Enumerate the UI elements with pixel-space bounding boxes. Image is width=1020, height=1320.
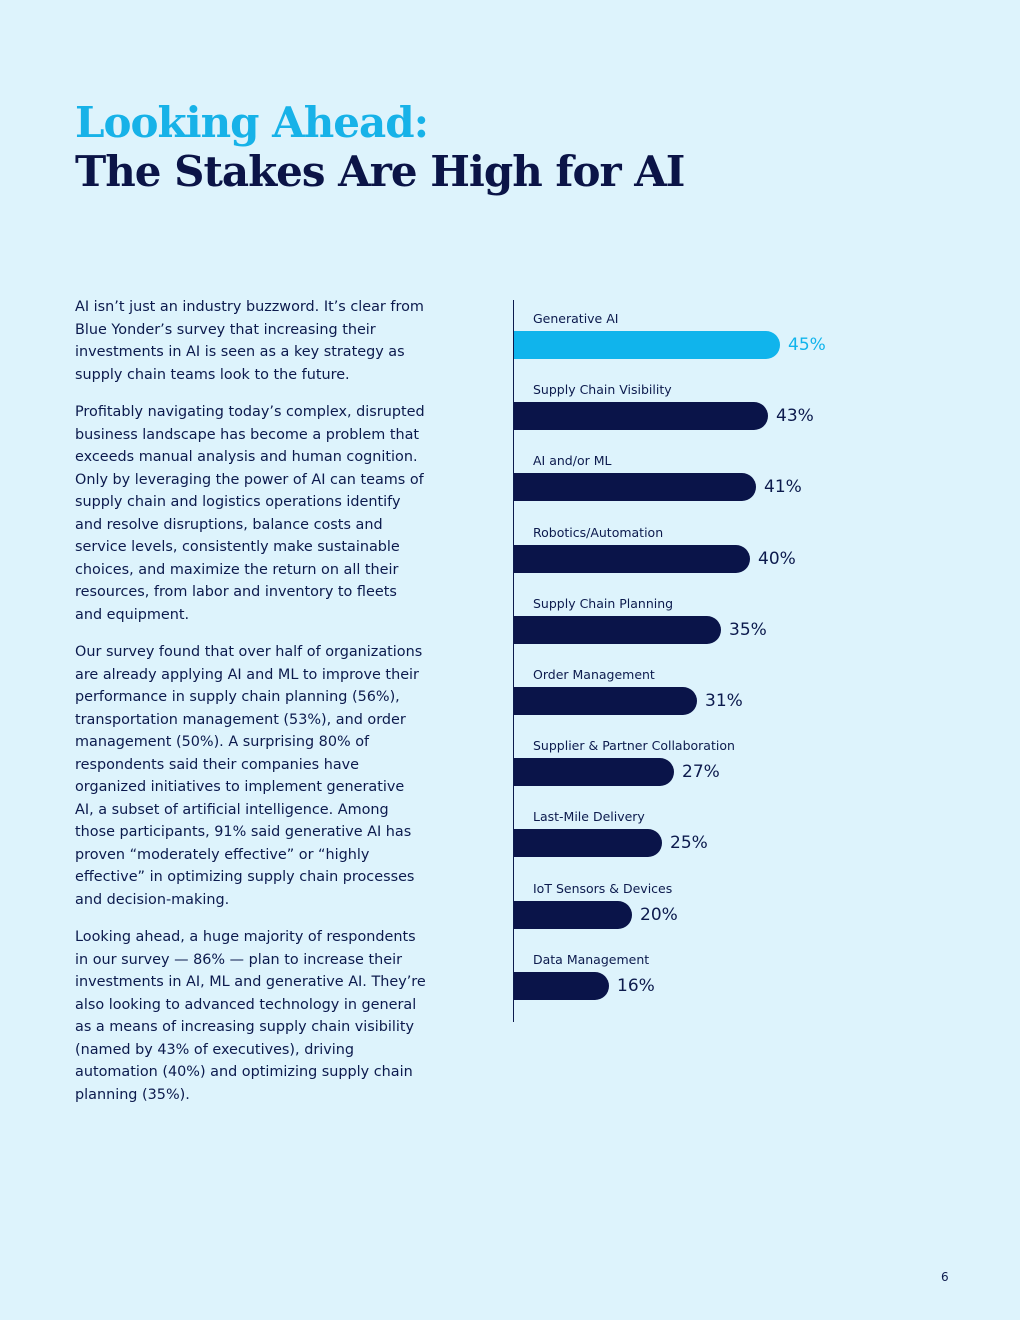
bar [514,402,768,431]
bar-chart: Generative AI 45% Supply Chain Visibility 4… [513,300,914,1022]
paragraph-1: AI isn’t just an industry buzzword. It’s… [75,299,424,383]
bar [514,900,632,929]
bar-value-label: 35% [729,619,767,640]
bar-row: Last-Mile Delivery 25% [514,798,914,864]
bar [514,544,750,573]
bar-category-label: Supplier & Partner Collaboration [533,738,735,754]
bar [514,615,721,644]
bar-category-label: AI and/or ML [533,453,612,469]
bar [514,971,609,1000]
bar-category-label: Robotics/Automation [533,524,664,540]
bar-row: Generative AI 45% [514,300,914,366]
title-line-1: Looking Ahead: [75,98,429,147]
page-number: 6 [941,1270,949,1284]
bar-value-label: 16% [617,975,655,996]
bar [514,331,780,359]
bar-category-label: Data Management [533,951,650,967]
bar-category-label: Supply Chain Planning [533,595,674,611]
bar-value-label: 25% [670,833,708,854]
bar-value-label: 41% [764,477,802,498]
bar-row: Order Management 31% [514,656,914,722]
paragraph-4: Looking ahead, a huge majority of respon… [75,929,426,1103]
bar-row: IoT Sensors & Devices 20% [514,870,914,936]
bar-value-label: 43% [776,406,814,427]
bar-value-label: 27% [682,762,720,783]
bar-row: Robotics/Automation 40% [514,514,914,580]
bar-value-label: 31% [705,691,743,711]
title-line-2: The Stakes Are High for AI [75,147,685,196]
bar-category-label: Last-Mile Delivery [533,809,645,825]
bar-value-label: 20% [640,904,678,925]
bar-row: Data Management 16% [514,941,914,1007]
bar [514,829,662,858]
bar-row: Supply Chain Visibility 43% [514,371,914,437]
paragraph-2: Profitably navigating today’s complex, d… [75,404,425,623]
paragraph-3: Our survey found that over half of organ… [75,644,423,908]
body-text: AI isn’t just an industry buzzword. It’s… [75,296,427,1121]
bar-category-label: Order Management [533,667,655,682]
bar [514,473,756,502]
bar-value-label: 40% [758,548,796,569]
bar-row: AI and/or ML 41% [514,442,914,508]
bar [514,758,674,787]
bar-category-label: Generative AI [533,311,619,326]
bar-category-label: Supply Chain Visibility [533,382,672,398]
bar-category-label: IoT Sensors & Devices [533,880,673,896]
bar-value-label: 45% [788,335,826,355]
bar-row: Supply Chain Planning 35% [514,585,914,651]
bar [514,687,697,715]
page-title: Looking Ahead: The Stakes Are High for A… [75,98,685,196]
bar-row: Supplier & Partner Collaboration 27% [514,727,914,793]
